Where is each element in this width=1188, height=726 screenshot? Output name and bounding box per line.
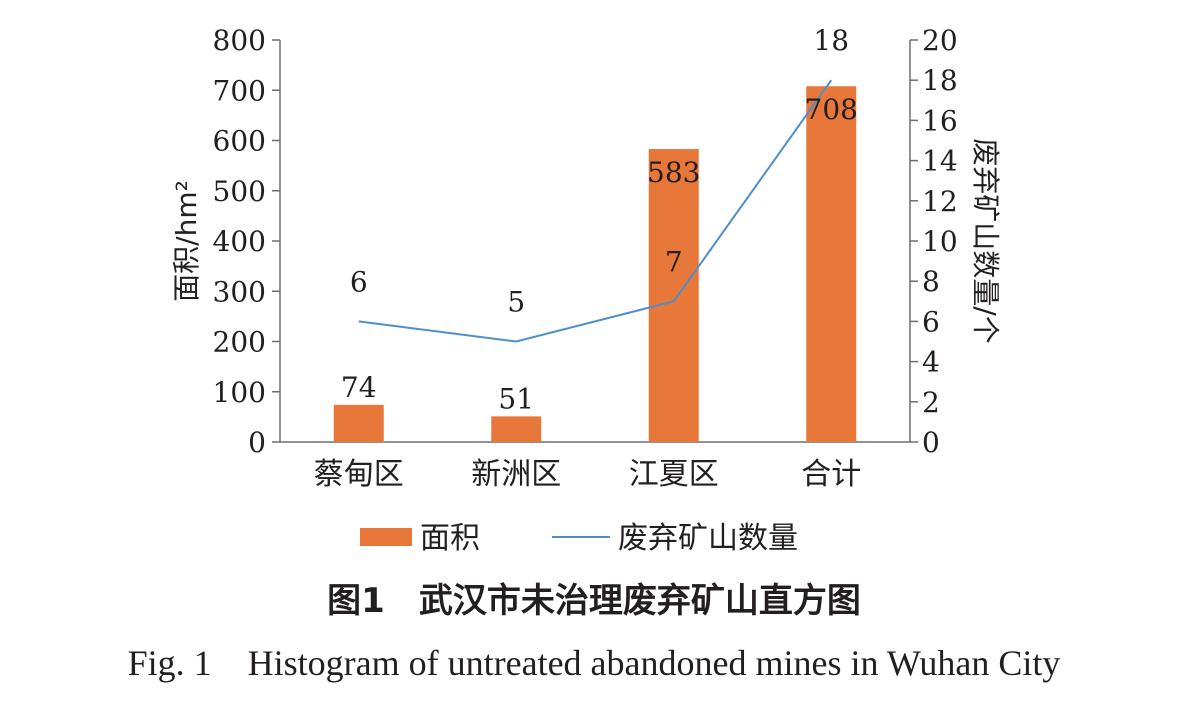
bar-data-label: 708 [805, 93, 858, 126]
left-axis-title: 面积/hm² [170, 180, 203, 302]
legend-bar-label: 面积 [420, 521, 480, 556]
left-axis-tick-label: 0 [248, 426, 266, 459]
right-axis-tick-label: 6 [922, 305, 940, 338]
right-axis-tick-label: 20 [922, 24, 958, 57]
right-axis-tick-label: 12 [922, 185, 958, 218]
x-category-label: 新洲区 [471, 457, 561, 492]
bar-3 [648, 149, 699, 443]
x-category-label: 蔡甸区 [314, 457, 404, 492]
left-axis-tick-label: 400 [213, 225, 266, 258]
right-axis-tick-label: 8 [922, 265, 940, 298]
right-axis-title: 废弃矿山数量/个 [969, 138, 1002, 343]
legend-line-label: 废弃矿山数量 [618, 521, 798, 556]
left-axis-tick-label: 600 [213, 125, 266, 158]
line-data-label: 5 [507, 286, 525, 319]
x-category-label: 江夏区 [629, 457, 719, 492]
bar-2 [491, 416, 542, 442]
line-data-label: 6 [350, 265, 368, 298]
bar-1 [333, 404, 384, 442]
bar-data-label: 51 [498, 382, 534, 415]
left-axis-tick-label: 300 [213, 275, 266, 308]
right-axis-tick-label: 0 [922, 426, 940, 459]
figure-caption-english: Fig. 1 Histogram of untreated abandoned … [127, 643, 1061, 683]
legend-bar-swatch [360, 528, 412, 546]
right-axis-tick-label: 18 [922, 64, 958, 97]
combo-chart: 0 100 200 300 400 500 600 700 800 0 2 4 6 8 10 12 14 16 18… [170, 24, 1002, 556]
bar-4 [806, 86, 857, 442]
left-axis-tick-label: 100 [213, 376, 266, 409]
right-axis-tick-label: 16 [922, 104, 958, 137]
x-category-label: 合计 [801, 457, 861, 492]
bar-data-label: 583 [647, 156, 700, 189]
figure-caption-chinese: 图1 武汉市未治理废弃矿山直方图 [327, 581, 861, 621]
right-axis-tick-label: 10 [922, 225, 958, 258]
bar-data-label: 74 [341, 371, 377, 404]
right-axis-tick-label: 4 [922, 346, 940, 379]
line-data-label: 7 [665, 245, 683, 278]
left-axis-tick-label: 200 [213, 326, 266, 359]
right-axis-tick-label: 2 [922, 386, 940, 419]
left-axis-tick-label: 700 [213, 74, 266, 107]
count-series-line [358, 79, 833, 343]
right-axis-tick-label: 14 [922, 145, 958, 178]
line-data-label: 18 [813, 24, 849, 57]
left-axis-tick-label: 800 [213, 24, 266, 57]
left-axis-tick-label: 500 [213, 175, 266, 208]
